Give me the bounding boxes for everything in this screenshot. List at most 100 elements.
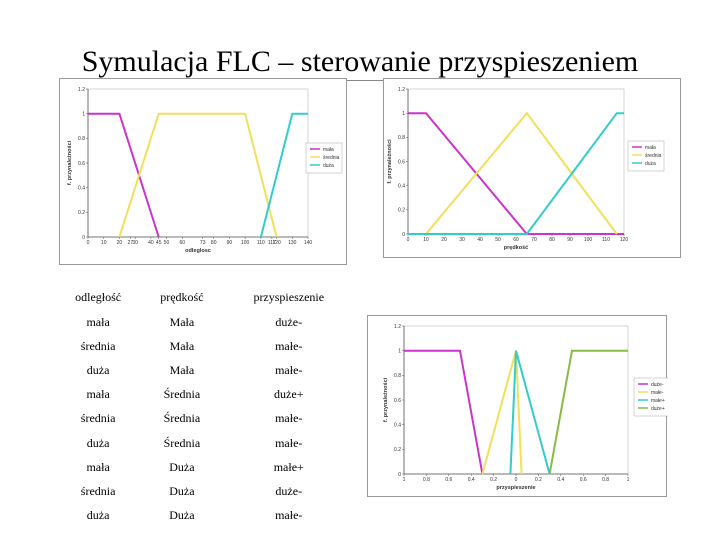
x-axis-label: przyspieszenie [496, 485, 535, 491]
rule-row: mała Duża małe+ [55, 455, 355, 479]
x-tick-label: 0.4 [557, 477, 564, 483]
rule-row: duża Mała małe- [55, 358, 355, 382]
rule-acceleration-cell: małe+ [273, 459, 304, 474]
x-tick-label: 140 [304, 240, 313, 246]
y-tick-label: 0.6 [398, 159, 405, 165]
legend-label: małe- [651, 390, 664, 396]
x-tick-label: 0.8 [423, 477, 430, 483]
rule-speed-cell: Mała [169, 314, 195, 329]
header-distance: odległość [75, 290, 122, 304]
rule-distance-cell: średnia [80, 483, 116, 498]
rule-acceleration-cell: małe- [275, 338, 303, 353]
x-tick-label: 0.6 [580, 477, 587, 483]
rule-acceleration-cell: małe- [275, 435, 303, 450]
legend-label: mała [645, 145, 656, 151]
rule-speed-cell: Mała [169, 362, 195, 377]
rule-speed-cell: Duża [169, 483, 195, 498]
slide-title: Symulacja FLC – sterowanie przyspieszeni… [81, 45, 639, 78]
x-tick-label: 20 [117, 240, 123, 246]
y-tick-label: 1 [402, 111, 405, 117]
y-tick-label: 1.2 [78, 87, 85, 93]
title-underline [62, 80, 660, 81]
x-tick-label: 80 [549, 237, 555, 243]
series-line [509, 350, 551, 475]
y-tick-label: 0 [402, 232, 405, 238]
distance-chart-svg: 0 0.2 0.4 0.6 0.8 1 1.2 0 10 20 27 30 40 45 50 60 73 80 90… [67, 87, 343, 254]
x-tick-label: 40 [148, 240, 154, 246]
series-line [88, 112, 160, 238]
x-tick-label: 40 [477, 237, 483, 243]
x-axis-label: prędkość [504, 245, 528, 251]
legend-label: duże- [651, 382, 664, 388]
x-tick-label: 0.8 [602, 477, 609, 483]
rule-row: duża Duża małe- [55, 504, 355, 528]
rules-table: odległość prędkość przyspieszenie mała Ma… [55, 290, 355, 528]
rule-distance-cell: średnia [80, 411, 116, 426]
x-tick-label: 0.4 [468, 477, 475, 483]
y-tick-label: 0.6 [78, 161, 85, 167]
x-tick-label: 50 [495, 237, 501, 243]
acceleration-chart-svg: 0 0.2 0.4 0.6 0.8 1 1.2 1 0.8 0.6 0.4 0.2 0 0.2 0.4 0.6… [383, 324, 668, 491]
y-tick-label: 0.2 [78, 210, 85, 216]
x-tick-label: 130 [288, 240, 297, 246]
x-tick-label: 1 [627, 477, 630, 483]
x-tick-label: 1 [403, 477, 406, 483]
rule-row: duża Średnia małe- [55, 431, 355, 455]
rule-acceleration-cell: duże- [275, 483, 303, 498]
x-tick-label: 0.2 [490, 477, 497, 483]
rule-speed-cell: Średnia [163, 411, 201, 426]
rule-distance-cell: mała [86, 459, 110, 474]
x-tick-label: 110 [257, 240, 265, 246]
rule-speed-cell: Duża [169, 459, 195, 474]
rule-row: średnia Duża duże- [55, 479, 355, 503]
x-tick-label: 73 [200, 240, 206, 246]
x-tick-label: 70 [531, 237, 537, 243]
y-tick-label: 0.8 [398, 135, 405, 141]
rule-speed-cell: Mała [169, 338, 195, 353]
x-tick-label: 100 [241, 240, 250, 246]
y-tick-label: 0.4 [398, 183, 405, 189]
y-axis-label: f. przynależności [387, 139, 393, 184]
rule-distance-cell: duża [86, 362, 110, 377]
rule-distance-cell: średnia [80, 338, 116, 353]
legend-label: mała [323, 147, 334, 153]
distance-membership-chart: 0 0.2 0.4 0.6 0.8 1 1.2 0 10 20 27 30 40 45 50 60 73 80 90… [59, 78, 347, 265]
rule-distance-cell: mała [86, 314, 110, 329]
rule-row: średnia Mała małe- [55, 334, 355, 358]
x-tick-label: 0.2 [535, 477, 542, 483]
rule-speed-cell: Duża [169, 508, 195, 523]
series-line [408, 112, 624, 235]
y-tick-label: 0.2 [394, 447, 401, 453]
series-line [118, 112, 278, 238]
legend-label: średnia [645, 153, 662, 159]
y-tick-label: 0.2 [398, 208, 405, 214]
rule-speed-cell: Średnia [163, 435, 201, 450]
plot-area [403, 325, 629, 475]
y-tick-label: 0.4 [394, 422, 401, 428]
x-tick-label: 80 [211, 240, 217, 246]
x-tick-label: 27 [128, 240, 134, 246]
y-axis-label: f. przynależności [383, 377, 389, 422]
series-line [259, 112, 308, 238]
x-tick-label: 100 [584, 237, 593, 243]
series-line [548, 349, 628, 475]
speed-membership-chart: 0 0.2 0.4 0.6 0.8 1 1.2 0 10 20 30 40 50 60 70 80 90 100 1… [383, 78, 681, 258]
legend-box [305, 142, 343, 174]
rules-header-row: odległość prędkość przyspieszenie [55, 290, 355, 310]
rule-acceleration-cell: małe- [275, 362, 303, 377]
rule-acceleration-cell: małe- [275, 508, 303, 523]
y-tick-label: 0 [398, 472, 401, 478]
x-axis-label: odleglosc [185, 248, 211, 254]
x-tick-label: 10 [101, 240, 107, 246]
x-tick-label: 120 [272, 240, 281, 246]
y-tick-label: 0 [82, 235, 85, 241]
rule-distance-cell: mała [86, 387, 110, 402]
legend-label: małe+ [651, 398, 665, 404]
header-acceleration: przyspieszenie [253, 290, 325, 304]
y-tick-label: 1.2 [394, 324, 401, 330]
x-tick-label: 30 [132, 240, 138, 246]
y-tick-label: 0.8 [394, 373, 401, 379]
y-tick-label: 0.4 [78, 185, 85, 191]
rule-row: średnia Średnia małe- [55, 407, 355, 431]
legend-label: duża [323, 163, 334, 169]
